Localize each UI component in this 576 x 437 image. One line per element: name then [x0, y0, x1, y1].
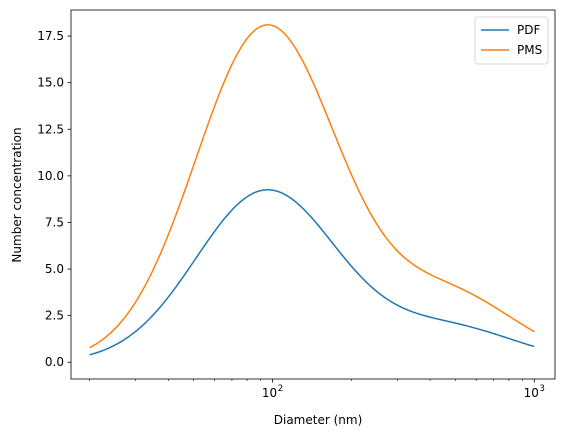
y-tick-label: 10.0 [37, 169, 64, 183]
y-tick-label: 12.5 [37, 122, 64, 136]
y-tick-label: 5.0 [45, 262, 64, 276]
y-tick-label: 0.0 [45, 355, 64, 369]
y-tick-label: 7.5 [45, 215, 64, 229]
y-axis: 0.0 2.5 5.0 7.5 10.0 12.5 15.0 17.5 [37, 29, 71, 369]
x-axis-label: Diameter (nm) [274, 413, 363, 427]
legend-label: PDF [517, 23, 540, 37]
y-tick-label: 15.0 [37, 76, 64, 90]
legend: PDF PMS [474, 16, 549, 65]
series-layer [89, 24, 535, 356]
y-tick-label: 17.5 [37, 29, 64, 43]
series-line-pdf [89, 189, 535, 356]
x-axis: 10 2 10 3 [89, 379, 545, 400]
legend-box [474, 16, 549, 65]
y-tick-label: 2.5 [45, 309, 64, 323]
series-line-pms [89, 24, 535, 349]
legend-label: PMS [517, 43, 542, 57]
y-axis-label: Number concentration [10, 127, 24, 262]
x-tick-exponent: 3 [540, 384, 545, 394]
x-tick-exponent: 2 [278, 384, 283, 394]
x-tick-label: 10 [524, 386, 539, 400]
x-tick-label: 10 [262, 386, 277, 400]
